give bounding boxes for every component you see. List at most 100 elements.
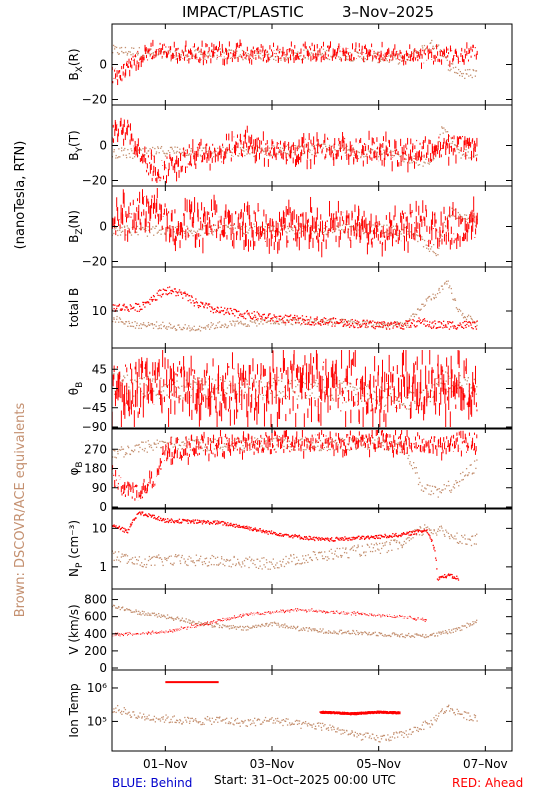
data-point	[263, 448, 265, 450]
data-point	[289, 382, 292, 385]
data-point	[365, 322, 368, 325]
data-point	[364, 400, 366, 402]
data-point	[146, 235, 149, 237]
data-point	[242, 232, 244, 234]
data-point	[297, 384, 299, 386]
panel-data-bz	[112, 188, 478, 258]
data-point	[461, 216, 463, 218]
data-point	[142, 441, 144, 443]
data-point	[233, 389, 235, 391]
data-point	[434, 485, 436, 488]
data-point	[322, 379, 324, 381]
data-point	[475, 328, 478, 330]
data-point	[466, 315, 469, 318]
data-point	[316, 385, 318, 388]
data-point	[226, 326, 228, 329]
data-point	[382, 325, 385, 327]
data-point	[238, 153, 241, 155]
ylabel-subscript: B	[75, 382, 85, 388]
data-point	[114, 456, 116, 458]
data-point	[168, 326, 170, 328]
data-point	[302, 58, 304, 60]
data-point	[168, 227, 170, 229]
data-point	[294, 314, 296, 317]
data-point	[126, 307, 128, 309]
data-point	[175, 290, 177, 293]
y-tick-label: 0	[99, 220, 107, 234]
data-point	[450, 489, 453, 491]
data-point	[351, 321, 354, 323]
data-point	[149, 231, 151, 234]
data-point	[179, 395, 182, 397]
data-point	[194, 56, 196, 58]
data-point	[329, 395, 331, 397]
data-point	[383, 324, 385, 326]
nanotesla-rtn-label: (nanoTesla, RTN)	[13, 141, 28, 250]
data-point	[185, 445, 187, 447]
data-point	[308, 148, 310, 150]
data-point	[446, 131, 449, 133]
data-point	[293, 316, 295, 319]
data-point	[134, 449, 136, 451]
data-point	[260, 315, 263, 318]
data-point	[307, 388, 309, 390]
data-point	[458, 324, 460, 327]
data-point	[122, 321, 124, 324]
data-point	[309, 54, 312, 56]
data-point	[179, 444, 182, 447]
data-point	[114, 393, 116, 395]
data-point	[139, 148, 141, 150]
data-point	[241, 49, 244, 52]
data-point	[122, 154, 125, 156]
data-point	[129, 325, 132, 327]
data-point	[465, 214, 468, 216]
data-point	[265, 223, 267, 225]
data-point	[164, 155, 167, 157]
data-point	[225, 311, 227, 314]
data-point	[169, 151, 171, 154]
data-point	[444, 282, 446, 284]
data-point	[210, 310, 212, 313]
data-point	[339, 58, 341, 60]
data-point	[245, 325, 247, 328]
data-point	[266, 446, 268, 449]
data-point	[279, 319, 281, 322]
data-point	[149, 298, 151, 301]
data-point	[422, 246, 425, 248]
data-point	[443, 388, 445, 390]
data-point	[410, 326, 412, 328]
data-point	[472, 321, 474, 324]
data-point	[113, 449, 115, 452]
data-point	[469, 322, 472, 324]
data-point	[314, 382, 317, 384]
data-point	[120, 446, 123, 448]
data-point	[320, 319, 322, 321]
data-point	[384, 322, 386, 324]
data-point	[305, 394, 308, 397]
data-point	[270, 317, 272, 320]
panel-frame	[111, 23, 513, 106]
data-point	[186, 327, 189, 329]
data-point	[246, 55, 249, 57]
data-point	[433, 384, 435, 386]
data-point	[335, 228, 337, 230]
data-point	[290, 50, 292, 52]
data-point	[200, 53, 202, 56]
data-point	[192, 235, 194, 237]
data-point	[380, 153, 383, 155]
data-point	[370, 54, 372, 56]
data-point	[327, 395, 330, 397]
panel-ylabel-theta: θB	[67, 382, 85, 396]
data-point	[225, 224, 227, 226]
data-point	[164, 232, 166, 234]
data-point	[164, 289, 167, 291]
data-point	[336, 442, 338, 444]
data-point	[362, 55, 365, 58]
data-point	[434, 323, 437, 325]
data-point	[423, 305, 425, 307]
data-point	[124, 309, 126, 311]
data-point	[301, 230, 303, 233]
data-point	[208, 226, 210, 228]
data-point	[420, 322, 423, 324]
